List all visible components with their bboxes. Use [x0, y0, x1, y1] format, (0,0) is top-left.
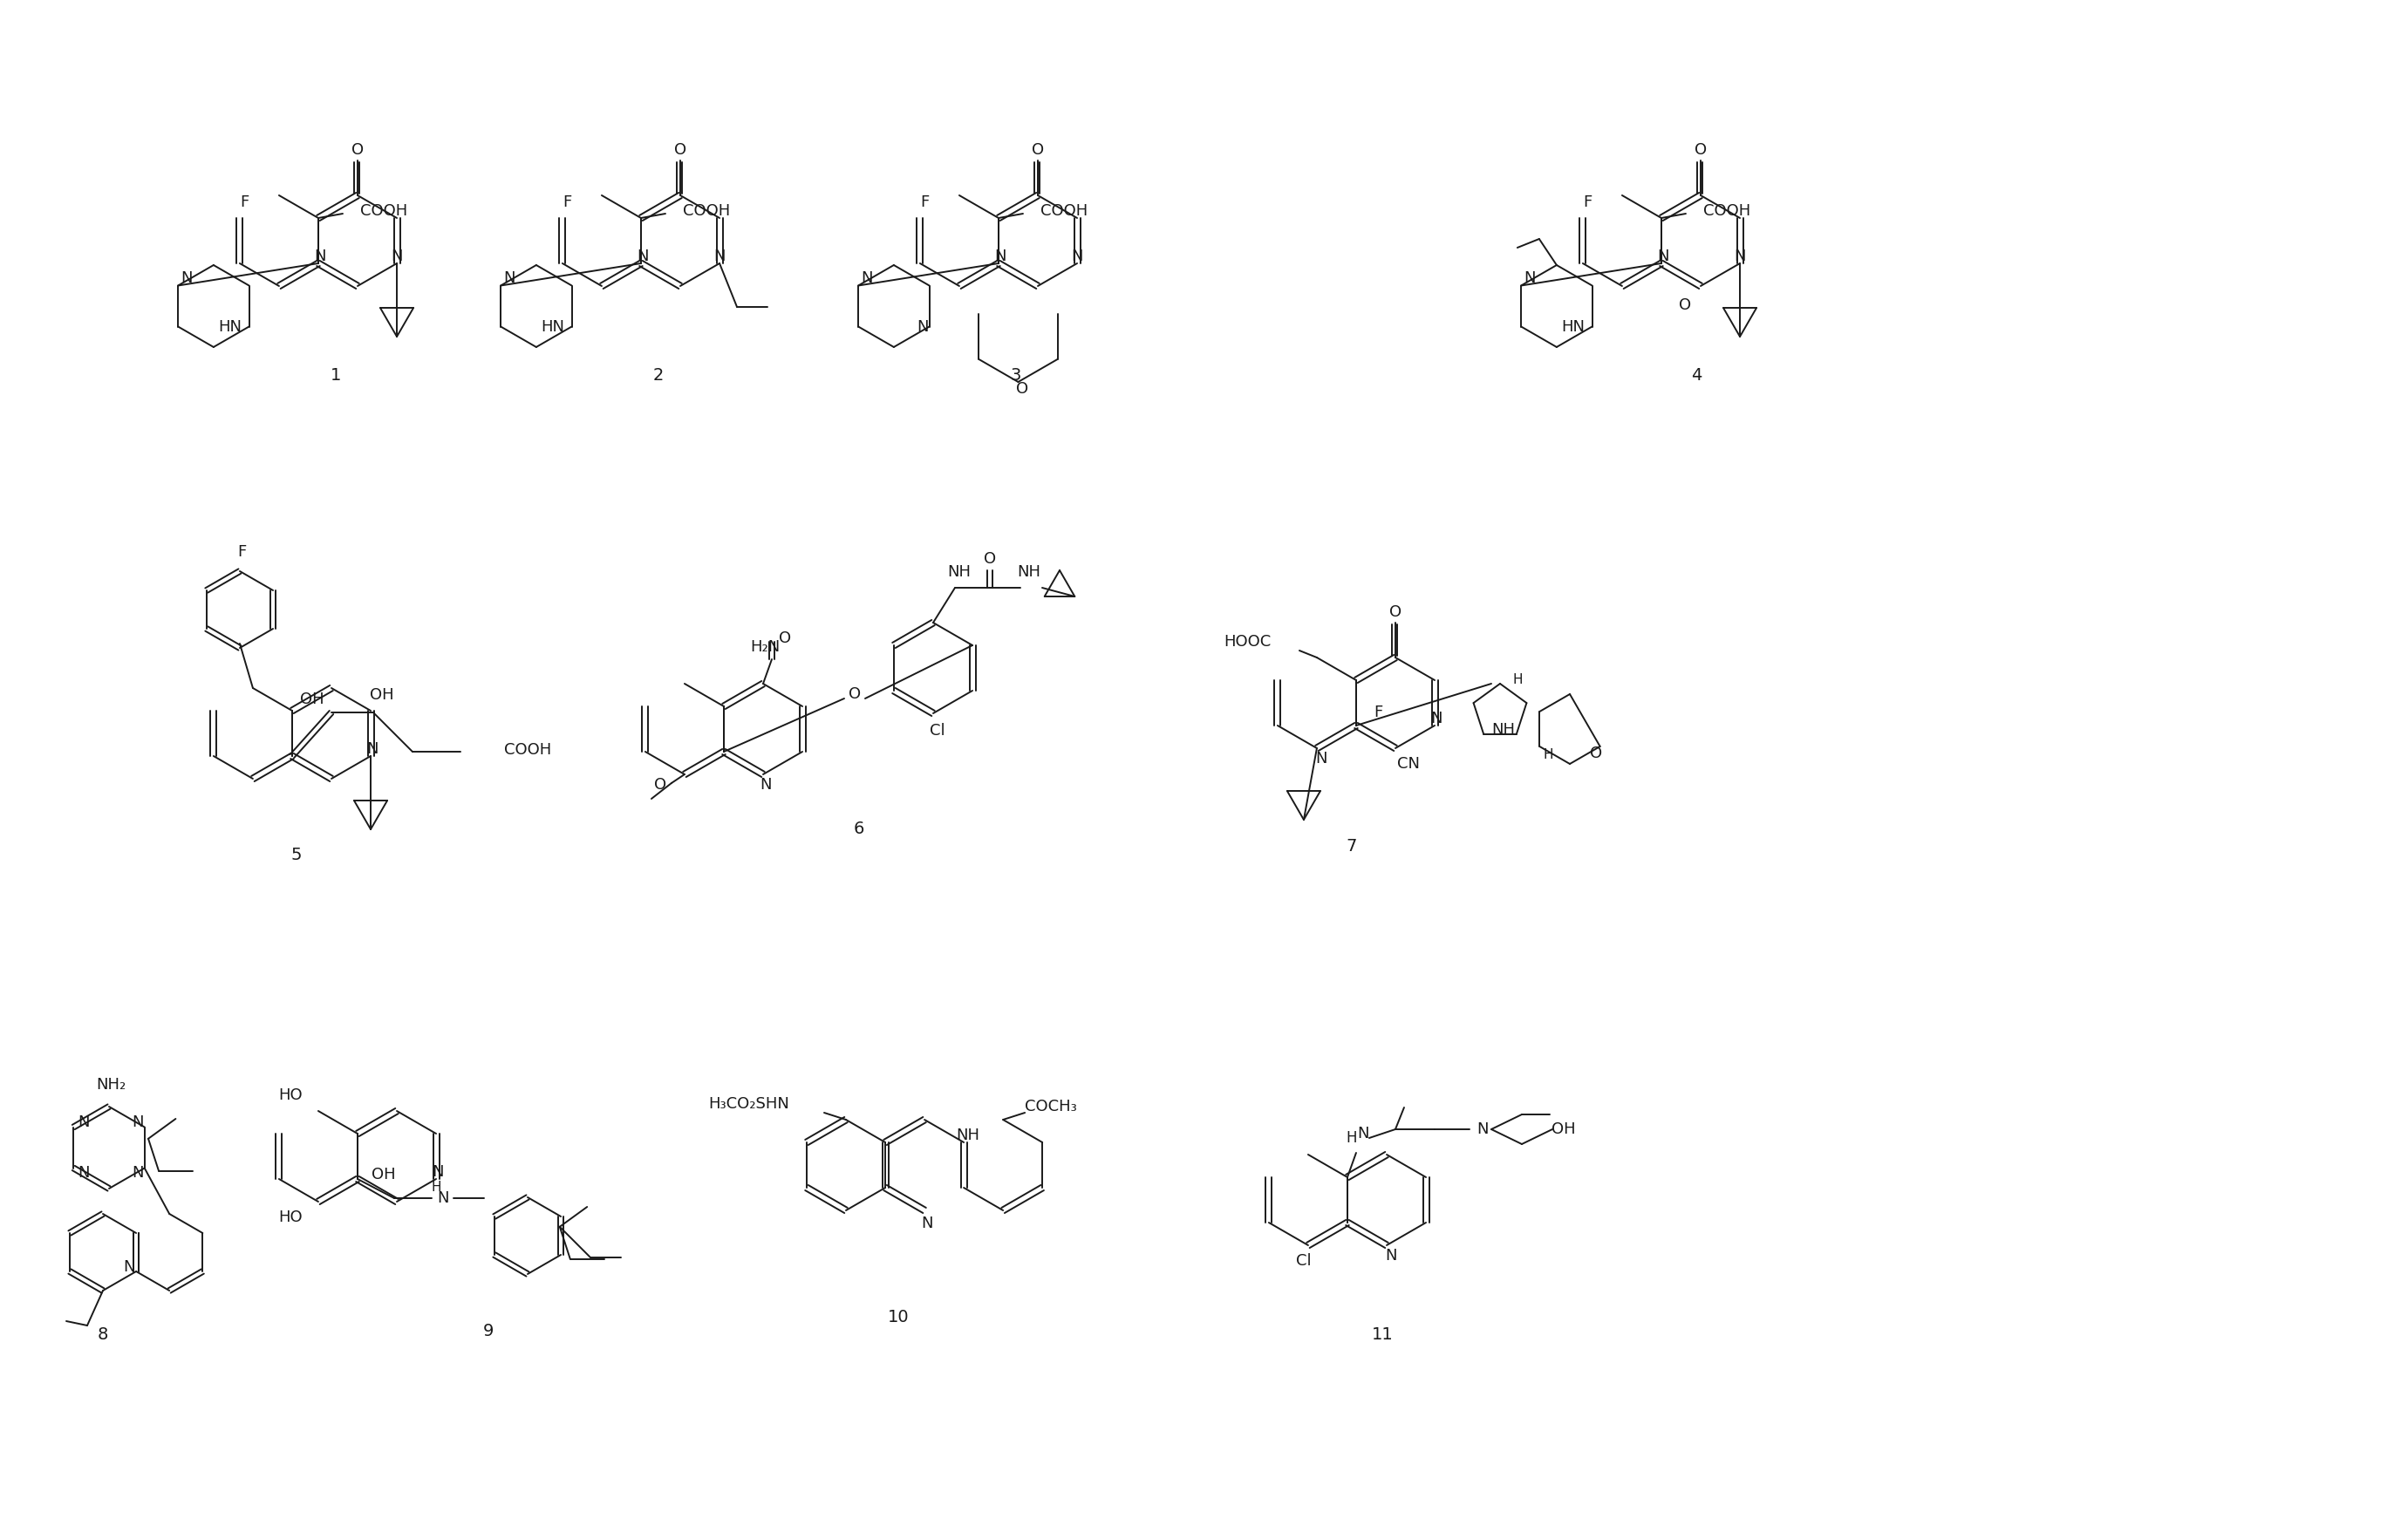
Text: N: N	[1358, 1126, 1370, 1141]
Text: O: O	[1031, 142, 1043, 157]
Text: O: O	[1017, 380, 1029, 397]
Text: O: O	[847, 687, 862, 702]
Text: O: O	[1389, 604, 1401, 621]
Text: O: O	[1590, 745, 1602, 761]
Text: N: N	[1523, 271, 1535, 286]
Text: N: N	[131, 1164, 143, 1180]
Text: O: O	[778, 630, 790, 647]
Text: N: N	[391, 248, 403, 265]
Text: N: N	[432, 1164, 444, 1180]
Text: N: N	[759, 778, 771, 793]
Text: HOOC: HOOC	[1225, 634, 1272, 650]
Text: O: O	[1678, 297, 1692, 313]
Text: COOH: COOH	[683, 203, 730, 219]
Text: 5: 5	[291, 847, 303, 864]
Text: 9: 9	[482, 1323, 494, 1338]
Text: 1: 1	[329, 368, 341, 383]
Text: F: F	[1583, 194, 1592, 209]
Text: 11: 11	[1373, 1327, 1394, 1343]
Text: HN: HN	[1561, 319, 1585, 334]
Text: NH: NH	[1017, 564, 1041, 581]
Text: N: N	[1478, 1121, 1489, 1137]
Text: N: N	[637, 248, 649, 265]
Text: N: N	[1430, 710, 1442, 727]
Text: 10: 10	[888, 1309, 909, 1326]
Text: NH: NH	[1492, 722, 1516, 738]
Text: N: N	[124, 1260, 136, 1275]
Text: O: O	[983, 551, 995, 567]
Text: O: O	[351, 142, 363, 157]
Text: COCH₃: COCH₃	[1024, 1098, 1077, 1115]
Text: COOH: COOH	[360, 203, 408, 219]
Text: H: H	[1544, 748, 1554, 762]
Text: OH: OH	[1552, 1121, 1575, 1137]
Text: N: N	[917, 319, 929, 334]
Text: N: N	[315, 248, 327, 265]
Text: 2: 2	[654, 368, 664, 383]
Text: H: H	[432, 1181, 442, 1194]
Text: CN: CN	[1396, 756, 1420, 772]
Text: H: H	[1513, 673, 1523, 685]
Text: N: N	[995, 248, 1007, 265]
Text: F: F	[239, 194, 248, 209]
Text: N: N	[131, 1115, 143, 1130]
Text: N: N	[504, 271, 516, 286]
Text: OH: OH	[301, 691, 325, 707]
Text: NH₂: NH₂	[95, 1076, 127, 1093]
Text: NH: NH	[948, 564, 972, 581]
Text: F: F	[236, 544, 246, 561]
Text: N: N	[714, 248, 726, 265]
Text: HO: HO	[279, 1087, 303, 1103]
Text: NH: NH	[957, 1127, 981, 1143]
Text: N: N	[921, 1215, 933, 1232]
Text: N: N	[79, 1164, 91, 1180]
Text: F: F	[1373, 705, 1382, 721]
Text: Cl: Cl	[931, 722, 945, 739]
Text: H₃CO₂SHN: H₃CO₂SHN	[709, 1096, 790, 1112]
Text: HN: HN	[217, 319, 241, 334]
Text: HO: HO	[279, 1209, 303, 1226]
Text: N: N	[1733, 248, 1745, 265]
Text: 3: 3	[1010, 368, 1022, 383]
Text: COOH: COOH	[1041, 203, 1088, 219]
Text: 8: 8	[98, 1327, 107, 1343]
Text: N: N	[79, 1115, 91, 1130]
Text: OH: OH	[372, 1167, 396, 1183]
Text: F: F	[563, 194, 570, 209]
Text: 4: 4	[1690, 368, 1702, 383]
Text: H₂N: H₂N	[750, 639, 781, 654]
Text: COOH: COOH	[1704, 203, 1750, 219]
Text: 7: 7	[1346, 838, 1358, 855]
Text: N: N	[1384, 1247, 1396, 1263]
Text: 6: 6	[855, 821, 864, 838]
Text: H: H	[1346, 1130, 1358, 1146]
Text: Cl: Cl	[1296, 1254, 1310, 1269]
Text: COOH: COOH	[504, 742, 551, 758]
Text: N: N	[1657, 248, 1669, 265]
Text: O: O	[673, 142, 687, 157]
Text: O: O	[1695, 142, 1707, 157]
Text: N: N	[181, 271, 193, 286]
Text: N: N	[368, 741, 377, 758]
Text: N: N	[1072, 248, 1084, 265]
Text: N: N	[862, 271, 874, 286]
Text: F: F	[919, 194, 929, 209]
Text: HN: HN	[542, 319, 563, 334]
Text: O: O	[654, 778, 666, 793]
Text: N: N	[1315, 752, 1327, 767]
Text: OH: OH	[370, 687, 394, 702]
Text: N: N	[437, 1190, 449, 1206]
